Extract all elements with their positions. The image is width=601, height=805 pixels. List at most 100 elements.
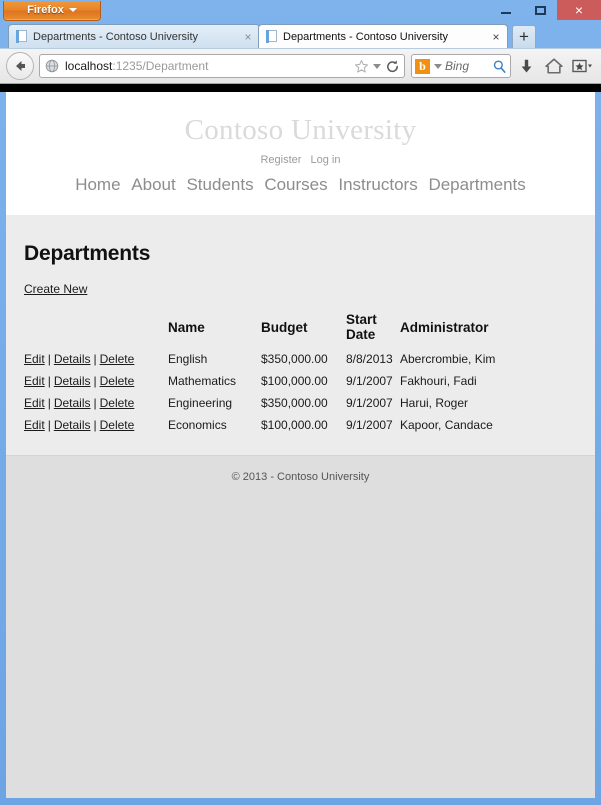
action-separator: | [47, 396, 51, 410]
search-input[interactable]: Bing [445, 59, 470, 73]
action-separator: | [47, 352, 51, 366]
globe-icon [45, 59, 59, 73]
bookmarks-button[interactable] [569, 53, 595, 79]
main-navigation: Home About Students Courses Instructors … [6, 175, 595, 195]
chevron-down-icon [68, 8, 77, 13]
action-separator: | [93, 418, 97, 432]
row-actions: Edit | Details | Delete [6, 414, 168, 436]
browser-tab-1[interactable]: Departments - Contoso University × [8, 24, 260, 48]
delete-link[interactable]: Delete [99, 374, 135, 388]
url-text: localhost:1235/Department [65, 59, 350, 73]
column-header-budget: Budget [261, 319, 308, 335]
cell-administrator: Fakhouri, Fadi [400, 374, 477, 388]
window-controls: × [489, 0, 601, 22]
maximize-icon [534, 5, 546, 15]
nav-item-departments[interactable]: Departments [428, 175, 526, 194]
details-link[interactable]: Details [53, 352, 91, 366]
nav-item-instructors[interactable]: Instructors [338, 175, 418, 194]
cell-administrator: Harui, Roger [400, 396, 469, 410]
table-row: Edit | Details | Delete English $350,000.00 … [6, 348, 495, 370]
home-button[interactable] [541, 53, 567, 79]
row-actions: Edit | Details | Delete [6, 348, 168, 370]
cell-start-date: 8/8/2013 [346, 352, 393, 366]
login-link[interactable]: Log in [310, 154, 341, 166]
firefox-menu-button[interactable]: Firefox [3, 1, 101, 21]
page-favicon-icon [266, 30, 278, 43]
cell-start-date: 9/1/2007 [346, 418, 393, 432]
minimize-button[interactable] [489, 0, 523, 20]
details-link[interactable]: Details [53, 374, 91, 388]
column-header-start-date: Start Date [346, 312, 377, 342]
bookmarks-star-icon [572, 59, 592, 73]
tab-title: Departments - Contoso University [33, 30, 199, 43]
site-footer: © 2013 - Contoso University [6, 455, 595, 490]
url-path: :1235/Department [112, 59, 209, 73]
action-separator: | [93, 374, 97, 388]
column-header-actions [6, 312, 168, 348]
create-new-link[interactable]: Create New [24, 282, 88, 296]
action-separator: | [93, 396, 97, 410]
download-arrow-icon [521, 59, 531, 72]
nav-item-courses[interactable]: Courses [264, 175, 328, 194]
cell-name: Economics [168, 418, 227, 432]
search-icon[interactable] [492, 59, 507, 74]
site-brand[interactable]: Contoso University [184, 114, 417, 146]
firefox-menu-label: Firefox [27, 4, 64, 16]
page-content: Departments Create New Name Budget Start… [6, 215, 595, 455]
title-bar: Firefox × [0, 0, 601, 22]
cell-name: Engineering [168, 396, 233, 410]
cell-administrator: Kapoor, Candace [400, 418, 493, 432]
page-title: Departments [24, 242, 151, 265]
action-separator: | [47, 418, 51, 432]
cell-start-date: 9/1/2007 [346, 374, 393, 388]
departments-table: Name Budget Start Date Administrator Edi… [6, 312, 495, 436]
downloads-button[interactable] [513, 53, 539, 79]
edit-link[interactable]: Edit [24, 396, 45, 410]
star-icon[interactable] [354, 59, 369, 74]
action-separator: | [93, 352, 97, 366]
navigation-toolbar: localhost:1235/Department b Bing [0, 48, 601, 84]
browser-tab-2[interactable]: Departments - Contoso University × [258, 24, 508, 48]
cell-name: English [168, 352, 208, 366]
new-tab-button[interactable]: + [512, 25, 536, 48]
tab-close-icon[interactable]: × [492, 29, 500, 44]
nav-item-home[interactable]: Home [75, 175, 121, 194]
chevron-down-icon[interactable] [373, 63, 381, 69]
cell-budget: $100,000.00 [261, 418, 328, 432]
chevron-down-icon[interactable] [434, 63, 442, 69]
delete-link[interactable]: Delete [99, 352, 135, 366]
bing-logo-icon[interactable]: b [415, 58, 430, 74]
column-header-administrator: Administrator [400, 319, 489, 335]
nav-item-about[interactable]: About [131, 175, 176, 194]
table-header: Name Budget Start Date Administrator [6, 312, 495, 348]
table-row: Edit | Details | Delete Engineering $350,000… [6, 392, 495, 414]
close-button[interactable]: × [557, 0, 601, 20]
tab-title: Departments - Contoso University [283, 30, 449, 43]
minimize-icon [501, 12, 511, 14]
edit-link[interactable]: Edit [24, 418, 45, 432]
reload-icon[interactable] [385, 59, 400, 74]
maximize-button[interactable] [523, 0, 557, 20]
table-row: Edit | Details | Delete Economics $100,000.0… [6, 414, 495, 436]
site-header: Contoso University Register Log in Home … [6, 92, 595, 241]
row-actions: Edit | Details | Delete [6, 392, 168, 414]
url-bar[interactable]: localhost:1235/Department [39, 54, 405, 78]
cell-budget: $100,000.00 [261, 374, 328, 388]
back-button[interactable] [6, 52, 34, 80]
back-arrow-icon [16, 61, 25, 71]
search-bar[interactable]: b Bing [411, 54, 511, 78]
delete-link[interactable]: Delete [99, 418, 135, 432]
cell-start-date: 9/1/2007 [346, 396, 393, 410]
edit-link[interactable]: Edit [24, 352, 45, 366]
details-link[interactable]: Details [53, 396, 91, 410]
register-link[interactable]: Register [260, 154, 302, 166]
details-link[interactable]: Details [53, 418, 91, 432]
delete-link[interactable]: Delete [99, 396, 135, 410]
nav-item-students[interactable]: Students [186, 175, 254, 194]
url-host: localhost [65, 59, 113, 73]
auth-links: Register Log in [6, 154, 595, 166]
column-header-name: Name [168, 319, 205, 335]
tab-close-icon[interactable]: × [244, 29, 252, 44]
edit-link[interactable]: Edit [24, 374, 45, 388]
